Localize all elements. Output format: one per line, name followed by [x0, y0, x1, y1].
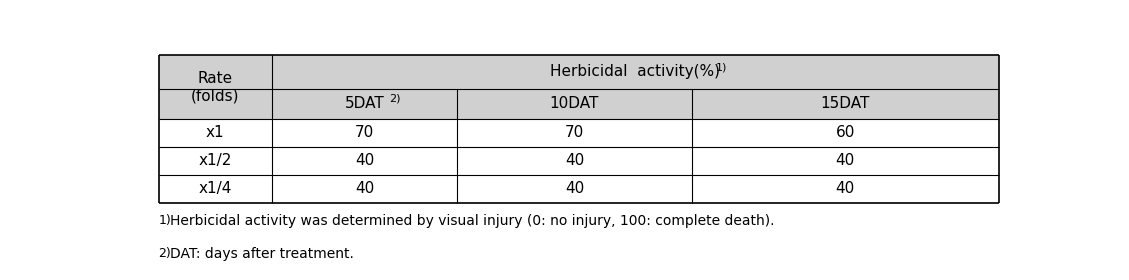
Text: x1/4: x1/4 [199, 181, 233, 196]
Text: 60: 60 [835, 125, 855, 140]
Text: 15DAT: 15DAT [821, 96, 870, 111]
Bar [457, 175, 692, 203]
Bar [272, 119, 457, 147]
Text: 40: 40 [835, 181, 855, 196]
Text: 40: 40 [564, 153, 584, 168]
Bar [457, 88, 692, 119]
Bar [457, 119, 692, 147]
Text: 5DAT: 5DAT [344, 96, 384, 111]
Bar [158, 147, 272, 175]
Bar [692, 88, 999, 119]
Bar [158, 119, 272, 147]
Text: Herbicidal activity was determined by visual injury (0: no injury, 100: complete: Herbicidal activity was determined by vi… [170, 214, 774, 228]
Text: 10DAT: 10DAT [550, 96, 599, 111]
Bar [692, 175, 999, 203]
Text: 1): 1) [158, 214, 172, 227]
Bar [272, 88, 457, 119]
Text: 40: 40 [355, 153, 374, 168]
Text: Herbicidal  activity(%): Herbicidal activity(%) [550, 64, 720, 79]
Text: 40: 40 [355, 181, 374, 196]
Text: Rate
(folds): Rate (folds) [191, 71, 239, 103]
Bar [457, 147, 692, 175]
Bar [272, 55, 999, 88]
Text: 70: 70 [355, 125, 374, 140]
Text: x1: x1 [205, 125, 225, 140]
Bar [158, 175, 272, 203]
Text: 40: 40 [835, 153, 855, 168]
Bar [692, 119, 999, 147]
Text: x1/2: x1/2 [199, 153, 233, 168]
Bar [272, 175, 457, 203]
Text: DAT: days after treatment.: DAT: days after treatment. [170, 247, 353, 261]
Text: 2): 2) [388, 94, 401, 104]
Text: 40: 40 [564, 181, 584, 196]
Bar [158, 55, 272, 119]
Bar [692, 147, 999, 175]
Bar [272, 147, 457, 175]
Text: 2): 2) [158, 247, 172, 260]
Text: 70: 70 [564, 125, 584, 140]
Text: 1): 1) [716, 62, 727, 72]
